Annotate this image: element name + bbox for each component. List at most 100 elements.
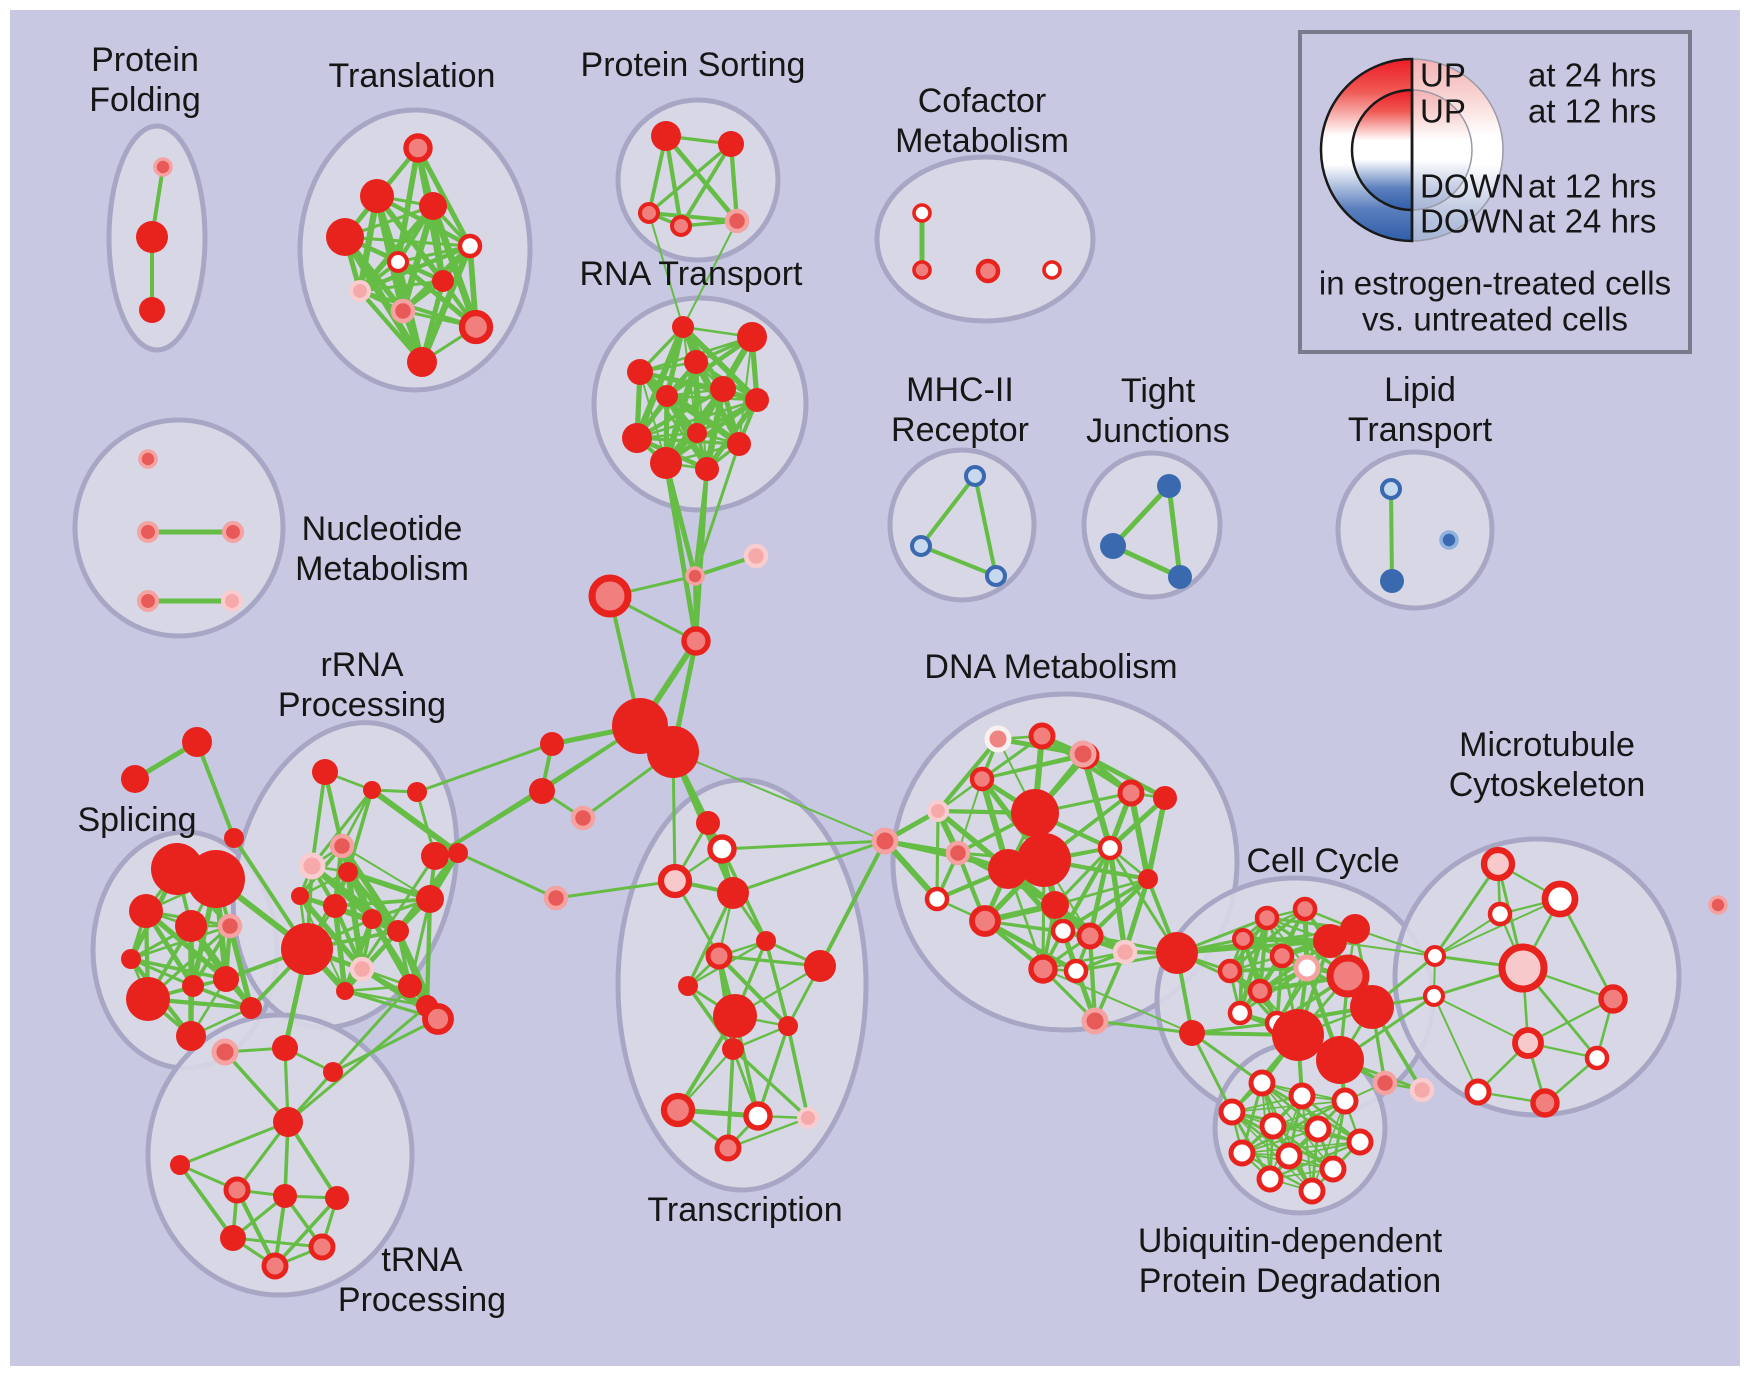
- network-node-dm-7: [1117, 779, 1145, 807]
- network-edge: [223, 1050, 290, 1124]
- network-edge: [178, 1163, 235, 1240]
- network-node-rt-0: [672, 316, 694, 338]
- network-edge: [648, 212, 684, 328]
- network-node-ub-0: [1248, 1069, 1276, 1097]
- network-edge: [129, 957, 195, 988]
- network-edge: [716, 953, 791, 1029]
- cluster-ellipse-cofactor-metabolism: [874, 154, 1096, 324]
- network-node-rr-16: [448, 843, 468, 863]
- network-node-tx-7: [804, 950, 836, 982]
- cluster-label-cell-cycle: Cell Cycle: [1246, 842, 1399, 880]
- network-edge: [358, 279, 445, 293]
- network-edge: [341, 845, 431, 900]
- network-node-cc-16: [1409, 1077, 1435, 1103]
- network-node-rr-7: [323, 894, 347, 918]
- network-node-ps-0: [651, 121, 681, 151]
- network-edge: [1110, 483, 1172, 549]
- network-node-tx-9: [778, 1016, 798, 1036]
- network-node-dm-20: [1028, 954, 1058, 984]
- network-node-cc-3: [1269, 943, 1295, 969]
- network-node-cc-11: [1326, 954, 1370, 998]
- network-edge: [818, 839, 887, 968]
- network-node-tn-2: [323, 1062, 343, 1082]
- network-node-rr-15: [422, 1003, 454, 1035]
- network-edge: [973, 474, 998, 578]
- legend-down24-label: DOWN: [1420, 203, 1524, 240]
- network-node-tx-4: [705, 942, 733, 970]
- network-edge: [342, 916, 375, 994]
- network-edge: [982, 918, 1079, 974]
- network-node-cc-10: [1340, 914, 1370, 944]
- network-node-cf-3: [1042, 260, 1062, 280]
- network-node-dm-18: [1076, 922, 1104, 950]
- network-edge: [1526, 997, 1615, 1045]
- network-node-cf-2: [975, 258, 1001, 284]
- network-node-dm-4: [969, 766, 995, 792]
- network-edge: [764, 939, 790, 1028]
- network-node-dm-10: [1017, 833, 1071, 887]
- network-node-cc-5: [1247, 978, 1273, 1004]
- network-node-ub-9: [1319, 1155, 1347, 1183]
- network-edge: [1087, 876, 1151, 939]
- network-edge: [1145, 795, 1168, 882]
- network-node-tn-9: [308, 1233, 336, 1261]
- cluster-label-lipid-transport: Lipid Transport: [1348, 371, 1493, 449]
- network-node-mh-0: [963, 464, 987, 488]
- network-node-dm-8: [1153, 786, 1177, 810]
- network-node-ps-3: [669, 214, 693, 238]
- cluster-ellipse-tight-junctions: [1081, 450, 1223, 600]
- network-node-mt-7: [1464, 1078, 1492, 1106]
- network-node-conn-2: [570, 805, 596, 831]
- network-edge: [227, 923, 254, 1011]
- network-node-dm-23: [1041, 891, 1069, 919]
- network-node-tr-3: [326, 218, 364, 256]
- network-node-tj-1: [1100, 533, 1126, 559]
- cluster-label-cofactor-metabolism: Cofactor Metabolism: [895, 82, 1069, 160]
- network-edge: [664, 393, 742, 447]
- network-edge: [919, 544, 998, 578]
- network-node-mt-5: [1512, 1027, 1544, 1059]
- network-node-cc-15: [1372, 1070, 1398, 1096]
- legend-circle-inner-left: [1350, 88, 1414, 212]
- network-node-rr-8: [362, 909, 382, 929]
- legend-circle-inner-right: [1411, 89, 1473, 211]
- network-nodes-layer: [121, 121, 1728, 1280]
- network-edge: [345, 869, 433, 902]
- network-edge: [731, 839, 887, 895]
- network-edge: [333, 897, 432, 908]
- network-node-conn-4: [421, 842, 449, 870]
- network-node-ub-10: [1256, 1165, 1284, 1193]
- network-node-lt-0: [1379, 477, 1403, 501]
- network-node-ub-2: [1331, 1087, 1359, 1115]
- network-node-ps-2: [637, 201, 661, 225]
- network-edge: [358, 289, 478, 329]
- network-node-rt-5: [656, 385, 678, 407]
- network-node-rr-11: [349, 956, 375, 982]
- network-edge: [1093, 1019, 1194, 1035]
- cluster-ellipse-transcription: [615, 777, 869, 1193]
- cluster-label-rrna-processing: rRNA Processing: [278, 646, 446, 724]
- network-edge: [1238, 937, 1245, 1015]
- network-node-rt-4: [710, 376, 736, 402]
- network-node-dm-6: [1069, 740, 1097, 768]
- network-node-dm-19: [1112, 939, 1138, 965]
- network-edge: [1268, 1140, 1362, 1181]
- network-edge: [663, 133, 684, 229]
- legend-down24-time: at 24 hrs: [1528, 203, 1656, 240]
- network-node-spTri-1: [121, 765, 149, 793]
- cluster-label-tight-junctions: Tight Junctions: [1086, 372, 1230, 450]
- network-edge: [919, 474, 977, 548]
- network-node-tx-8: [713, 994, 757, 1038]
- network-node-tr-6: [432, 270, 454, 292]
- network-node-mt-4: [1598, 984, 1628, 1014]
- network-node-mt-1: [1541, 880, 1579, 918]
- network-node-ps-1: [718, 131, 744, 157]
- network-node-dm-11: [988, 849, 1028, 889]
- network-edge: [686, 891, 735, 988]
- network-edge: [195, 740, 236, 840]
- network-edge: [686, 984, 735, 1051]
- network-edge: [1434, 898, 1561, 957]
- network-node-pf-2: [139, 297, 165, 323]
- network-node-mt-3: [1498, 943, 1548, 993]
